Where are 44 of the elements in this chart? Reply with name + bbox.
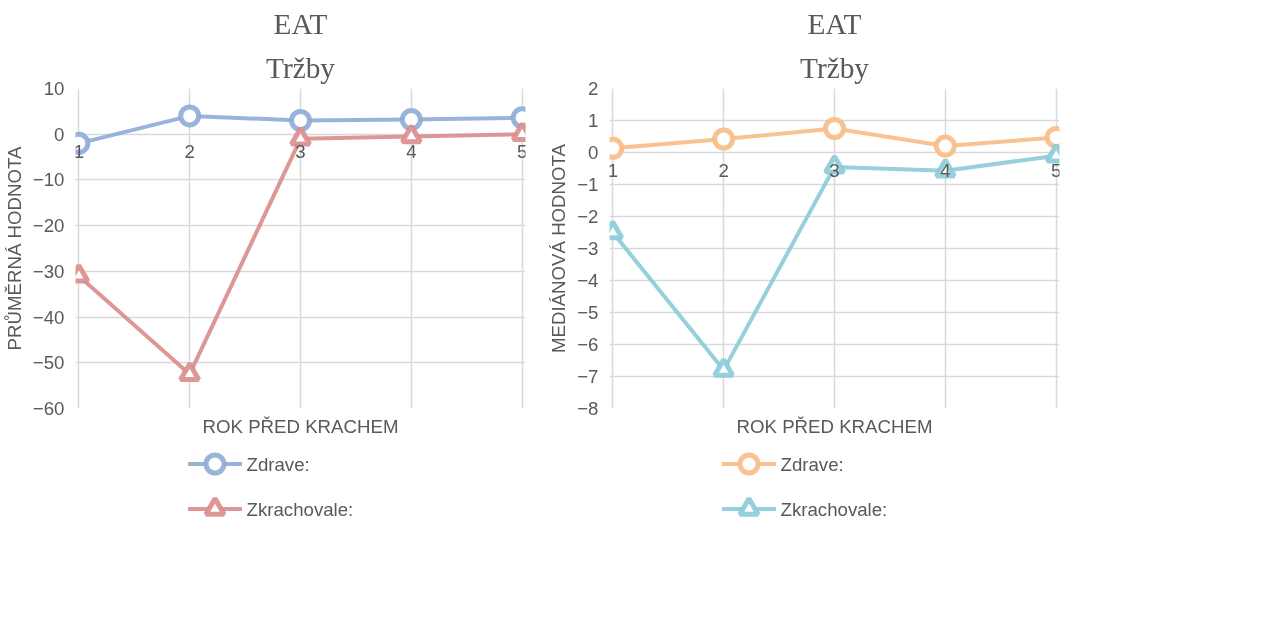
- point: [712, 357, 736, 378]
- legend-label: Zkrachovale:: [246, 498, 354, 520]
- legend-label: Zdrave:: [246, 453, 310, 475]
- y-tick-label: −8: [577, 398, 599, 419]
- y-axis-title: MEDIÁNOVÁ HODNOTA: [548, 143, 570, 354]
- y-tick-label: 1: [588, 110, 599, 131]
- y-tick-label: −2: [577, 206, 599, 227]
- y-tick-label: 0: [54, 123, 65, 145]
- x-tick-label: 2: [184, 141, 195, 163]
- y-tick-label: −1: [577, 174, 599, 195]
- x-tick-label: 1: [607, 159, 619, 181]
- legend-label: Zdrave:: [780, 453, 844, 475]
- y-tick-label: −50: [32, 352, 65, 374]
- y-tick-label: −40: [32, 306, 65, 328]
- y-tick-label: −3: [577, 238, 599, 259]
- point: [399, 108, 423, 132]
- y-tick-label: −60: [32, 398, 65, 419]
- point: [933, 134, 957, 158]
- chart-subtitle: Tržby: [800, 51, 870, 84]
- y-tick-label: 10: [43, 78, 65, 99]
- y-tick-label: −7: [577, 366, 599, 387]
- y-tick-label: −4: [577, 270, 599, 291]
- x-axis-title: ROK PŘED KRACHEM: [736, 415, 933, 437]
- x-tick-label: 3: [295, 141, 306, 163]
- x-axis-title: ROK PŘED KRACHEM: [202, 415, 399, 437]
- y-tick-label: −5: [577, 302, 599, 323]
- y-tick-label: −30: [32, 260, 65, 282]
- y-tick-label: 0: [588, 142, 599, 163]
- y-tick-label: −6: [577, 334, 599, 355]
- y-tick-label: −20: [32, 215, 65, 237]
- point: [178, 104, 202, 128]
- x-tick-label: 1: [73, 141, 85, 163]
- y-tick-label: 2: [588, 78, 599, 99]
- y-tick-label: −10: [32, 169, 65, 191]
- point: [712, 127, 736, 151]
- chart-title: EAT: [273, 7, 328, 40]
- point: [289, 109, 312, 132]
- chart-title: EAT: [807, 7, 862, 40]
- x-tick-label: 2: [718, 159, 729, 181]
- chart-subtitle: Tržby: [266, 51, 336, 84]
- legend-label: Zkrachovale:: [780, 498, 888, 520]
- point: [823, 117, 846, 140]
- x-tick-label: 4: [406, 141, 417, 163]
- y-axis-title: PRŮMĚRNÁ HODNOTA: [3, 146, 25, 351]
